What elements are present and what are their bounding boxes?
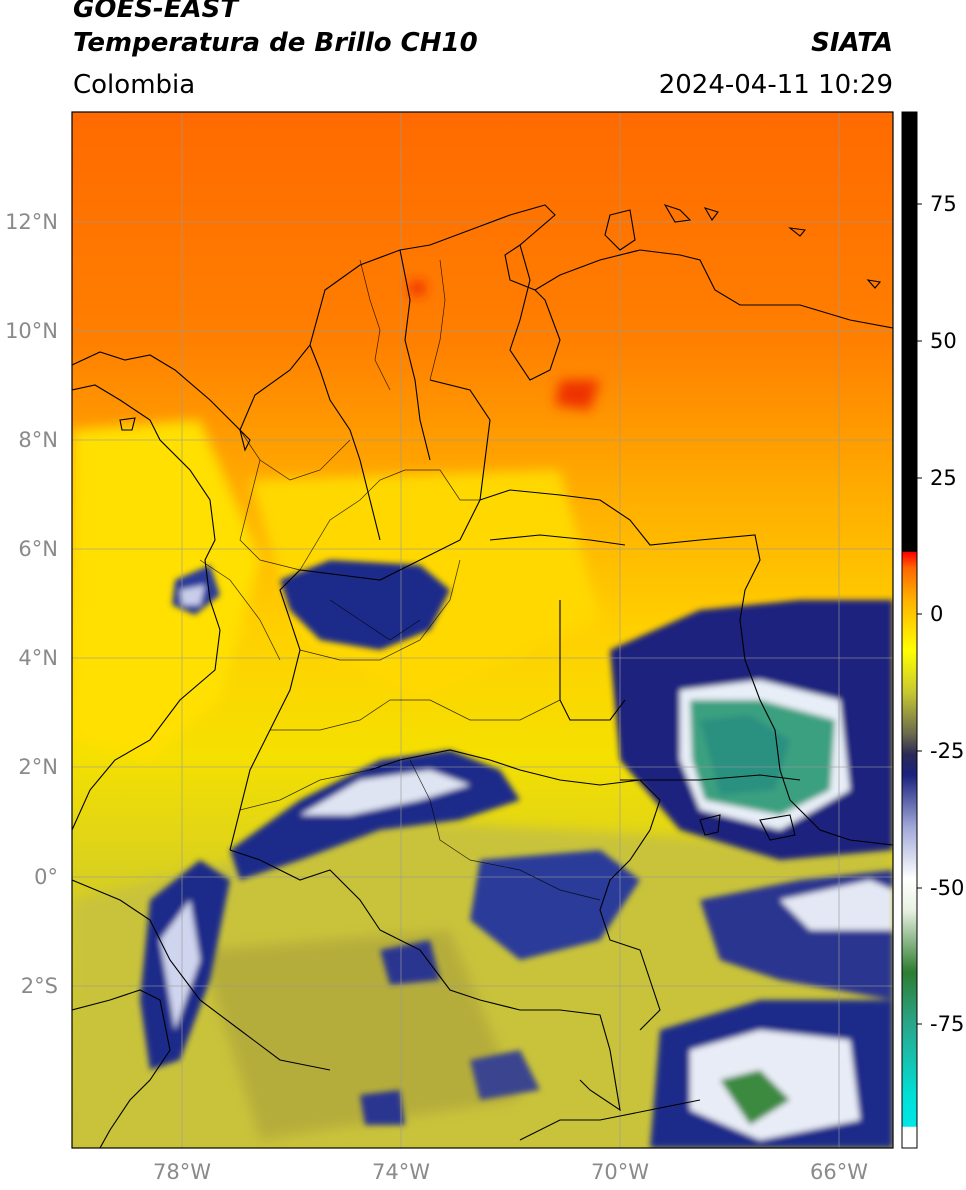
imagery-layer [72,112,893,1148]
departments [199,259,601,901]
graticule [72,112,893,1148]
colorbar-tick-neg75: -75 [930,1012,965,1036]
colorbar-tick-neg25: -25 [930,739,965,763]
colorbar [901,111,922,1149]
lat-label-0: 0° [34,865,58,889]
lat-label-2s: 2°S [20,974,58,998]
map-frame [71,111,894,1149]
satellite-title: GOES-EAST [73,0,239,24]
region-label: Colombia [73,70,196,100]
borders [72,204,893,1148]
lon-label-66w: 66°W [810,1160,868,1184]
colorbar-tick-neg50: -50 [930,876,965,900]
colorbar-tick-75: 75 [930,192,957,216]
lon-label-74w: 74°W [372,1160,430,1184]
lat-label-6n: 6°N [18,537,58,561]
datetime-label: 2024-04-11 10:29 [658,70,893,100]
product-title: Temperatura de Brillo CH10 [73,28,478,58]
lat-label-4n: 4°N [18,646,58,670]
colorbar-tick-25: 25 [930,466,957,490]
lon-label-70w: 70°W [591,1160,649,1184]
lat-label-8n: 8°N [18,428,58,452]
lat-label-2n: 2°N [18,755,58,779]
lon-label-78w: 78°W [153,1160,211,1184]
lat-label-10n: 10°N [5,319,58,343]
org-label: SIATA [811,28,893,58]
colorbar-tick-0: 0 [930,602,944,626]
lat-label-12n: 12°N [5,210,58,234]
colorbar-tick-50: 50 [930,329,957,353]
